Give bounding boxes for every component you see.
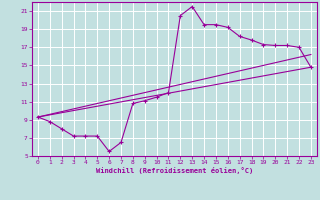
X-axis label: Windchill (Refroidissement éolien,°C): Windchill (Refroidissement éolien,°C) bbox=[96, 167, 253, 174]
